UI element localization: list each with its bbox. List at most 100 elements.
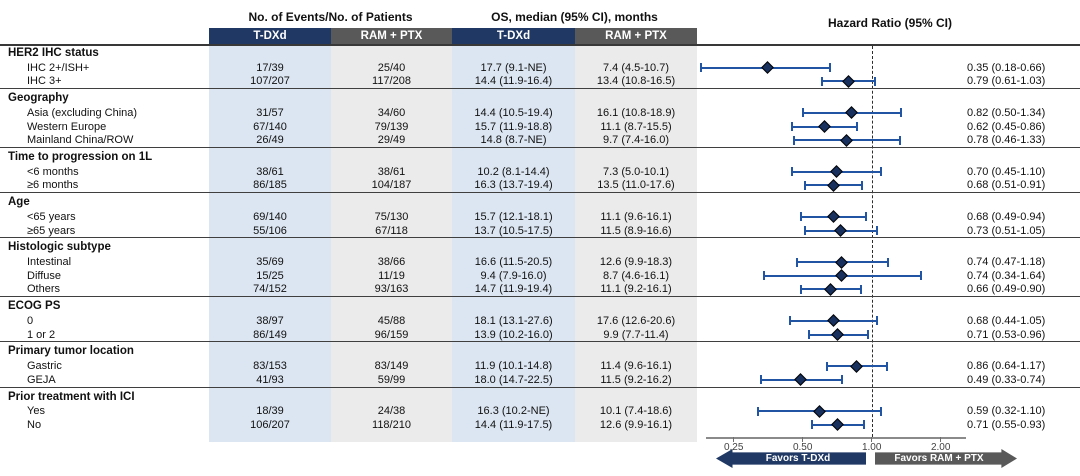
events-ram-cell: 59/99 [377,373,406,386]
ci-cap-right [875,316,878,326]
hr-value: 0.66 (0.49-0.90) [967,283,1046,296]
hr-point-diamond [826,210,840,224]
ci-cap-right [840,375,843,385]
os-ram-column-header: RAM + PTX [575,28,697,44]
events-tdxd-cell: 15/25 [256,269,284,282]
os-ram-cell: 11.1 (8.7-15.5) [600,120,672,133]
table-row: Intestinal 35/69 38/66 16.6 (11.5-20.5) 12.6… [0,255,1080,269]
favors-ram-arrow: Favors RAM + PTX [875,449,1017,468]
reference-line-hr-1 [871,46,873,437]
row-label: Gastric [27,360,62,373]
hr-point-diamond [831,418,844,432]
subgroup-header: Primary tumor location [8,345,134,358]
subgroup-block: Age <65 years 69/140 75/130 15.7 (12.1-18.1)… [0,193,1080,239]
os-ram-cell: 11.5 (9.2-16.2) [600,373,672,386]
hr-value: 0.68 (0.44-1.05) [967,314,1046,327]
os-tdxd-cell: 9.4 (7.9-16.0) [480,269,547,282]
subgroup-block: ECOG PS 0 38/97 45/88 18.1 (13.1-27.6) 17.6 (… [0,297,1080,343]
os-ram-column-background [575,44,697,442]
events-tdxd-cell: 17/39 [256,61,284,74]
hr-value: 0.82 (0.50-1.34) [967,106,1046,119]
subgroup-block: Histologic subtype Intestinal 35/69 38/66 16… [0,238,1080,298]
os-tdxd-cell: 17.7 (9.1-NE) [480,61,547,74]
hr-point-diamond [841,75,855,88]
events-ram-cell: 24/38 [377,405,406,418]
subgroup-header: Histologic subtype [8,241,111,254]
axis-tick [871,437,873,442]
hr-point-diamond [812,404,826,418]
table-row: Asia (excluding China) 31/57 34/60 14.4 (10… [0,106,1080,120]
hr-point-diamond [831,328,844,341]
table-row: <6 months 38/61 38/61 10.2 (8.1-14.4) 7.3 (5… [0,165,1080,179]
events-group-header: No. of Events/No. of Patients [248,10,413,24]
hr-value: 0.73 (0.51-1.05) [967,224,1046,237]
table-row: IHC 3+ 107/207 117/208 14.4 (11.9-16.4) 13.4… [0,75,1080,89]
hr-value: 0.78 (0.46-1.33) [967,134,1046,147]
row-label: 1 or 2 [27,328,56,341]
table-row: IHC 2+/ISH+ 17/39 25/40 17.7 (9.1-NE) 7.4 (4… [0,61,1080,75]
table-row: ≥6 months 86/185 104/187 16.3 (13.7-19.4) 13… [0,178,1080,193]
os-tdxd-cell: 18.1 (13.1-27.6) [474,314,553,327]
ci-cap-left [699,63,702,73]
events-ram-cell: 38/66 [377,256,406,269]
hr-value: 0.70 (0.45-1.10) [967,165,1046,178]
os-tdxd-cell: 18.0 (14.7-22.5) [474,373,553,386]
table-row: Diffuse 15/25 11/19 9.4 (7.9-16.0) 8.7 (4.6-… [0,269,1080,283]
os-tdxd-column-header: T-DXd [452,28,575,44]
events-tdxd-cell: 26/49 [256,134,284,147]
hr-point-diamond [835,269,849,283]
hr-point-diamond [835,255,849,269]
favors-tdxd-label: Favors T-DXd [765,453,831,464]
os-ram-cell: 11.1 (9.6-16.1) [600,210,672,223]
events-tdxd-cell: 38/61 [256,165,284,178]
hr-value: 0.68 (0.51-0.91) [967,179,1046,192]
os-ram-cell: 11.4 (9.6-16.1) [600,360,672,373]
os-tdxd-column-background [452,44,575,442]
os-tdxd-cell: 14.4 (10.5-19.4) [474,106,553,119]
events-ram-cell: 25/40 [377,61,406,74]
events-ram-column-background [331,44,452,442]
events-ram-cell: 79/139 [374,120,409,133]
hr-point-diamond [840,133,854,147]
os-ram-cell: 11.1 (9.2-16.1) [600,283,672,296]
ci-cap-left [795,257,798,267]
ci-cap-left [821,76,824,86]
os-ram-cell: 13.4 (10.8-16.5) [596,75,676,88]
ci-cap-right [887,257,890,267]
row-label: GEJA [27,373,56,386]
os-tdxd-cell: 10.2 (8.1-14.4) [477,165,550,178]
ci-cap-right [861,180,864,190]
os-tdxd-cell: 14.4 (11.9-16.4) [474,75,553,88]
events-ram-column-header: RAM + PTX [331,28,452,44]
subgroup-table-body: HER2 IHC status IHC 2+/ISH+ 17/39 25/40 17.7… [0,44,1080,432]
ci-cap-left [803,226,806,236]
ci-cap-right [880,406,883,416]
os-group-header: OS, median (95% CI), months [491,10,658,24]
events-tdxd-cell: 106/207 [250,418,290,431]
row-label: <65 years [27,210,76,223]
os-tdxd-cell: 16.3 (10.2-NE) [477,405,550,418]
events-tdxd-cell: 107/207 [250,75,290,88]
events-tdxd-cell: 55/106 [253,224,287,237]
os-tdxd-cell: 15.7 (11.9-18.8) [474,120,553,133]
axis-tick [733,437,735,442]
ci-cap-left [803,180,806,190]
hr-point-diamond [817,120,831,133]
hr-value: 0.79 (0.61-1.03) [967,75,1046,88]
events-tdxd-cell: 67/140 [253,120,287,133]
ci-cap-left [826,361,829,371]
os-tdxd-cell: 16.6 (11.5-20.5) [474,256,553,269]
header-separator-line [0,44,1080,46]
axis-tick-label: 2.00 [930,442,951,453]
hr-point-diamond [829,165,843,179]
axis-tick-label: 0.50 [792,442,813,453]
os-tdxd-cell: 13.9 (10.2-16.0) [474,328,553,341]
ci-cap-right [860,284,863,294]
row-label: Mainland China/ROW [27,134,134,147]
subgroup-header: HER2 IHC status [8,47,99,59]
events-ram-cell: 117/208 [372,75,411,88]
ci-cap-left [763,271,766,281]
events-ram-cell: 67/118 [375,224,408,237]
os-tdxd-cell: 14.7 (11.9-19.4) [474,283,553,296]
os-tdxd-cell: 11.9 (10.1-14.8) [474,360,553,373]
